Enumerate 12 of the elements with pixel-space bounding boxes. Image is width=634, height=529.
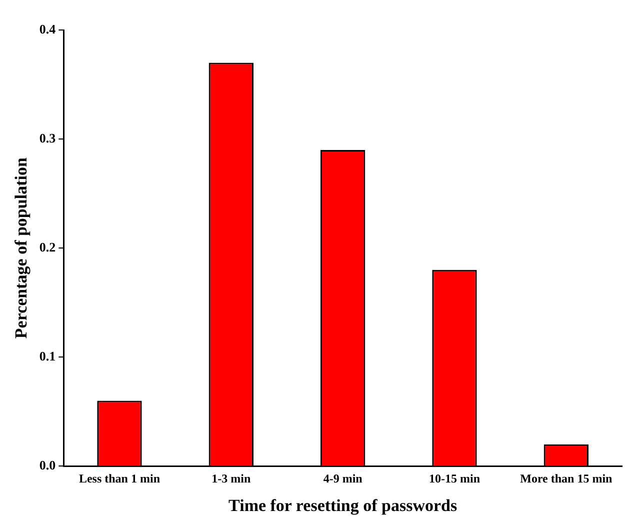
x-tick-label: More than 15 min — [520, 471, 613, 486]
y-tick-label: 0.3 — [39, 130, 56, 146]
x-axis-title: Time for resetting of passwords — [228, 496, 458, 516]
x-tick-label: 10-15 min — [428, 471, 480, 486]
y-tick-label: 0.0 — [39, 458, 56, 473]
y-axis-title: Percentage of population — [12, 157, 31, 339]
y-tick-label: 0.2 — [39, 239, 56, 254]
y-tick-label: 0.1 — [39, 348, 56, 364]
y-tick-label: 0.4 — [39, 21, 56, 36]
x-tick-label: Less than 1 min — [78, 471, 160, 486]
x-tick-label: 4-9 min — [323, 471, 363, 486]
x-tick-label: 1-3 min — [212, 471, 251, 486]
